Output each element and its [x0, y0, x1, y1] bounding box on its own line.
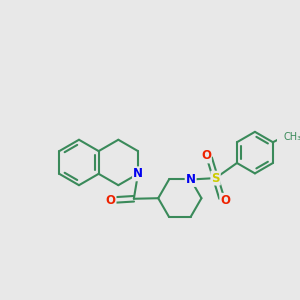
Text: S: S — [211, 172, 220, 184]
Text: CH₃: CH₃ — [284, 132, 300, 142]
Text: O: O — [106, 194, 116, 207]
Text: N: N — [186, 173, 196, 186]
Text: N: N — [133, 167, 143, 180]
Text: O: O — [201, 149, 211, 162]
Text: O: O — [220, 194, 230, 207]
